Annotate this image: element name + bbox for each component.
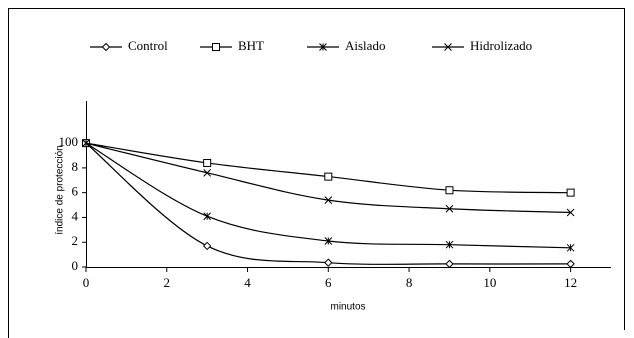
y-tick-label: 8 (72, 159, 79, 174)
marker (203, 168, 212, 177)
x-tick-label: 12 (564, 275, 577, 290)
x-tick-label: 6 (325, 275, 332, 290)
marker (324, 196, 333, 204)
y-tick-label: 6 (72, 184, 79, 199)
marker (445, 240, 454, 249)
y-tick-label: 2 (72, 233, 79, 248)
legend-label: Aislado (345, 38, 385, 53)
legend-label: Control (128, 38, 168, 53)
marker (101, 42, 111, 52)
x-tick-label: 0 (83, 275, 90, 290)
marker (566, 188, 575, 197)
marker (445, 186, 454, 195)
marker (212, 43, 220, 51)
legend-label: BHT (238, 38, 264, 53)
x-tick-label: 2 (164, 275, 171, 290)
y-tick-label: 4 (72, 208, 79, 223)
x-tick-label: 10 (483, 275, 496, 290)
marker (203, 212, 212, 221)
marker (566, 208, 575, 217)
y-axis-label: índice de protección (55, 145, 66, 235)
marker (324, 172, 333, 181)
marker (566, 259, 575, 269)
x-axis-label: minutos (330, 302, 365, 313)
marker (319, 43, 327, 51)
series-line (85, 142, 571, 249)
marker (324, 258, 333, 267)
marker (82, 139, 90, 147)
legend-label: Hidrolizado (470, 38, 532, 53)
marker (445, 204, 454, 213)
marker (445, 259, 454, 269)
marker (324, 237, 333, 245)
chart-frame (8, 8, 625, 338)
series-line (85, 142, 571, 194)
x-tick-label: 8 (406, 275, 413, 290)
y-tick-label: 0 (72, 258, 79, 273)
marker (566, 243, 575, 252)
marker (444, 43, 452, 51)
y-tick-label: 100 (59, 134, 79, 149)
marker (202, 241, 212, 251)
marker (203, 158, 212, 167)
x-tick-label: 4 (244, 275, 251, 290)
